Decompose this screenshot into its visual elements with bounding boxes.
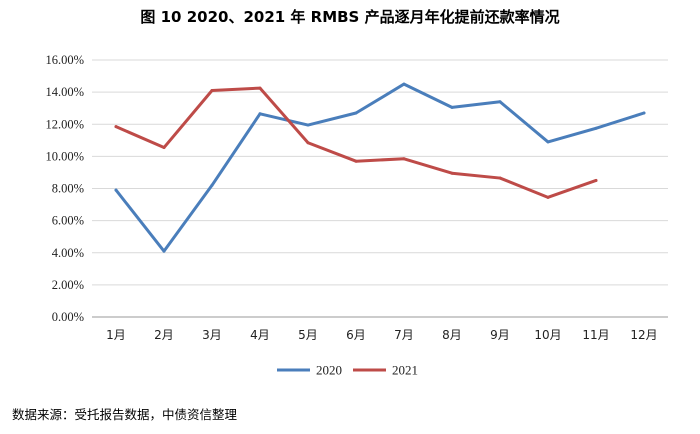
data-point <box>594 178 598 182</box>
data-point <box>498 176 502 180</box>
legend-item-2020: 2020 <box>277 363 342 378</box>
series-lines <box>114 82 646 253</box>
x-tick-label: 2月 <box>154 328 174 342</box>
data-point <box>498 100 502 104</box>
data-point <box>258 86 262 90</box>
data-point <box>642 111 646 115</box>
legend-label: 2020 <box>316 363 342 378</box>
data-point <box>306 123 310 127</box>
y-tick-label: 14.00% <box>45 85 84 99</box>
legend-label: 2021 <box>392 363 418 378</box>
data-point <box>114 188 118 192</box>
x-tick-label: 6月 <box>346 328 366 342</box>
x-tick-label: 12月 <box>630 328 657 342</box>
y-tick-label: 12.00% <box>45 117 84 131</box>
y-tick-label: 4.00% <box>52 246 84 260</box>
data-point <box>162 146 166 150</box>
data-point <box>258 112 262 116</box>
x-tick-label: 7月 <box>394 328 414 342</box>
chart-title: 图 10 2020、2021 年 RMBS 产品逐月年化提前还款率情况 <box>140 8 560 26</box>
data-point <box>354 111 358 115</box>
data-point <box>114 125 118 129</box>
x-tick-label: 3月 <box>202 328 222 342</box>
gridlines <box>92 59 668 318</box>
data-point <box>450 105 454 109</box>
x-tick-label: 9月 <box>490 328 510 342</box>
y-tick-label: 6.00% <box>52 214 84 228</box>
legend: 2020 2021 <box>277 363 418 378</box>
x-tick-label: 4月 <box>250 328 270 342</box>
series-line-2021 <box>114 86 598 199</box>
x-axis-ticks: 1月 2月 3月 4月 5月 6月 7月 8月 9月 10月 11月 12月 <box>106 328 657 342</box>
x-tick-label: 8月 <box>442 328 462 342</box>
data-point <box>402 82 406 86</box>
data-point <box>450 171 454 175</box>
x-tick-label: 10月 <box>534 328 561 342</box>
line-chart: 0.00% 2.00% 4.00% 6.00% 8.00% 10.00% 12.00% 14.… <box>45 53 668 378</box>
x-tick-label: 1月 <box>106 328 126 342</box>
series-line-2020 <box>114 82 646 253</box>
data-point <box>402 157 406 161</box>
x-tick-label: 5月 <box>298 328 318 342</box>
data-point <box>546 195 550 199</box>
y-axis-ticks: 0.00% 2.00% 4.00% 6.00% 8.00% 10.00% 12.00% 14.… <box>45 53 84 324</box>
x-tick-label: 11月 <box>582 328 609 342</box>
data-point <box>354 159 358 163</box>
data-point <box>210 183 214 187</box>
y-tick-label: 0.00% <box>52 310 84 324</box>
y-tick-label: 16.00% <box>45 53 84 67</box>
y-tick-label: 10.00% <box>45 149 84 163</box>
data-point <box>546 140 550 144</box>
data-point <box>162 249 166 253</box>
y-tick-label: 8.00% <box>52 182 84 196</box>
data-point <box>210 89 214 93</box>
source-note: 数据来源：受托报告数据，中债资信整理 <box>12 407 238 422</box>
data-point <box>306 141 310 145</box>
y-tick-label: 2.00% <box>52 278 84 292</box>
data-point <box>594 126 598 130</box>
legend-item-2021: 2021 <box>353 363 418 378</box>
